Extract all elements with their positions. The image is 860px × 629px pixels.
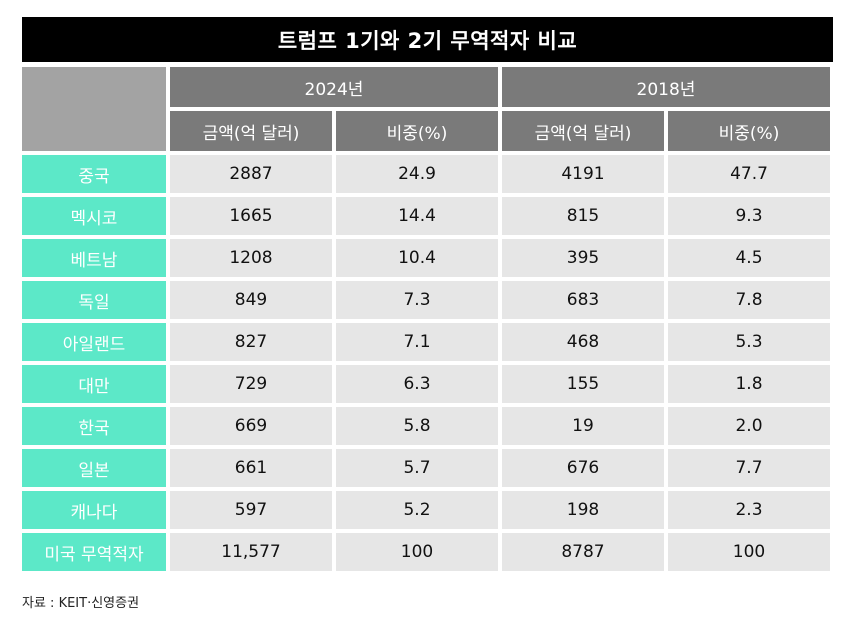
table-cell: 14.4 <box>336 197 498 235</box>
table-row: 아일랜드 827 7.1 468 5.3 <box>22 323 830 361</box>
table-cell: 676 <box>502 449 664 487</box>
table-cell: 4.5 <box>668 239 830 277</box>
row-label: 캐나다 <box>22 491 166 529</box>
table-cell: 4191 <box>502 155 664 193</box>
table-row: 한국 669 5.8 19 2.0 <box>22 407 830 445</box>
trade-deficit-table: 2024년 2018년 금액(억 달러) 비중(%) 금액(억 달러) 비중(%… <box>18 63 834 575</box>
source-note: 자료 : KEIT·신영증권 <box>22 596 140 611</box>
row-label: 일본 <box>22 449 166 487</box>
table-row: 멕시코 1665 14.4 815 9.3 <box>22 197 830 235</box>
year-header-2024: 2024년 <box>170 67 498 107</box>
row-label: 중국 <box>22 155 166 193</box>
table-cell: 7.8 <box>668 281 830 319</box>
row-label: 멕시코 <box>22 197 166 235</box>
table-cell: 597 <box>170 491 332 529</box>
table-cell: 683 <box>502 281 664 319</box>
row-label: 미국 무역적자 <box>22 533 166 571</box>
row-label: 아일랜드 <box>22 323 166 361</box>
table-cell: 468 <box>502 323 664 361</box>
table-cell: 849 <box>170 281 332 319</box>
table-row: 미국 무역적자 11,577 100 8787 100 <box>22 533 830 571</box>
table-cell: 5.2 <box>336 491 498 529</box>
table-cell: 815 <box>502 197 664 235</box>
table-cell: 6.3 <box>336 365 498 403</box>
table-cell: 669 <box>170 407 332 445</box>
table-cell: 11,577 <box>170 533 332 571</box>
sub-header-share-2018: 비중(%) <box>668 111 830 151</box>
sub-header-share-2024: 비중(%) <box>336 111 498 151</box>
year-header-2018: 2018년 <box>502 67 830 107</box>
table-cell: 9.3 <box>668 197 830 235</box>
table-row: 독일 849 7.3 683 7.8 <box>22 281 830 319</box>
table-cell: 729 <box>170 365 332 403</box>
table-cell: 5.3 <box>668 323 830 361</box>
table-cell: 8787 <box>502 533 664 571</box>
table-cell: 7.7 <box>668 449 830 487</box>
table-cell: 2.0 <box>668 407 830 445</box>
table-cell: 24.9 <box>336 155 498 193</box>
table-row: 대만 729 6.3 155 1.8 <box>22 365 830 403</box>
table-corner <box>22 67 166 151</box>
table-cell: 2887 <box>170 155 332 193</box>
table-row: 캐나다 597 5.2 198 2.3 <box>22 491 830 529</box>
sub-header-amount-2024: 금액(억 달러) <box>170 111 332 151</box>
table-cell: 7.3 <box>336 281 498 319</box>
row-label: 베트남 <box>22 239 166 277</box>
table-cell: 2.3 <box>668 491 830 529</box>
table-cell: 19 <box>502 407 664 445</box>
table-row: 베트남 1208 10.4 395 4.5 <box>22 239 830 277</box>
row-label: 독일 <box>22 281 166 319</box>
table-cell: 1208 <box>170 239 332 277</box>
table-cell: 198 <box>502 491 664 529</box>
table-cell: 100 <box>336 533 498 571</box>
table-cell: 1.8 <box>668 365 830 403</box>
table-cell: 5.8 <box>336 407 498 445</box>
sub-header-amount-2018: 금액(억 달러) <box>502 111 664 151</box>
table-cell: 395 <box>502 239 664 277</box>
table-cell: 10.4 <box>336 239 498 277</box>
table-title: 트럼프 1기와 2기 무역적자 비교 <box>22 17 833 62</box>
row-label: 대만 <box>22 365 166 403</box>
table-cell: 1665 <box>170 197 332 235</box>
table-cell: 7.1 <box>336 323 498 361</box>
table-body: 중국 2887 24.9 4191 47.7 멕시코 1665 14.4 815 9.3 베트남 12… <box>22 155 830 571</box>
table-cell: 827 <box>170 323 332 361</box>
table-cell: 47.7 <box>668 155 830 193</box>
table-cell: 155 <box>502 365 664 403</box>
table-cell: 5.7 <box>336 449 498 487</box>
row-label: 한국 <box>22 407 166 445</box>
table-cell: 100 <box>668 533 830 571</box>
table-row: 일본 661 5.7 676 7.7 <box>22 449 830 487</box>
table-cell: 661 <box>170 449 332 487</box>
table-row: 중국 2887 24.9 4191 47.7 <box>22 155 830 193</box>
